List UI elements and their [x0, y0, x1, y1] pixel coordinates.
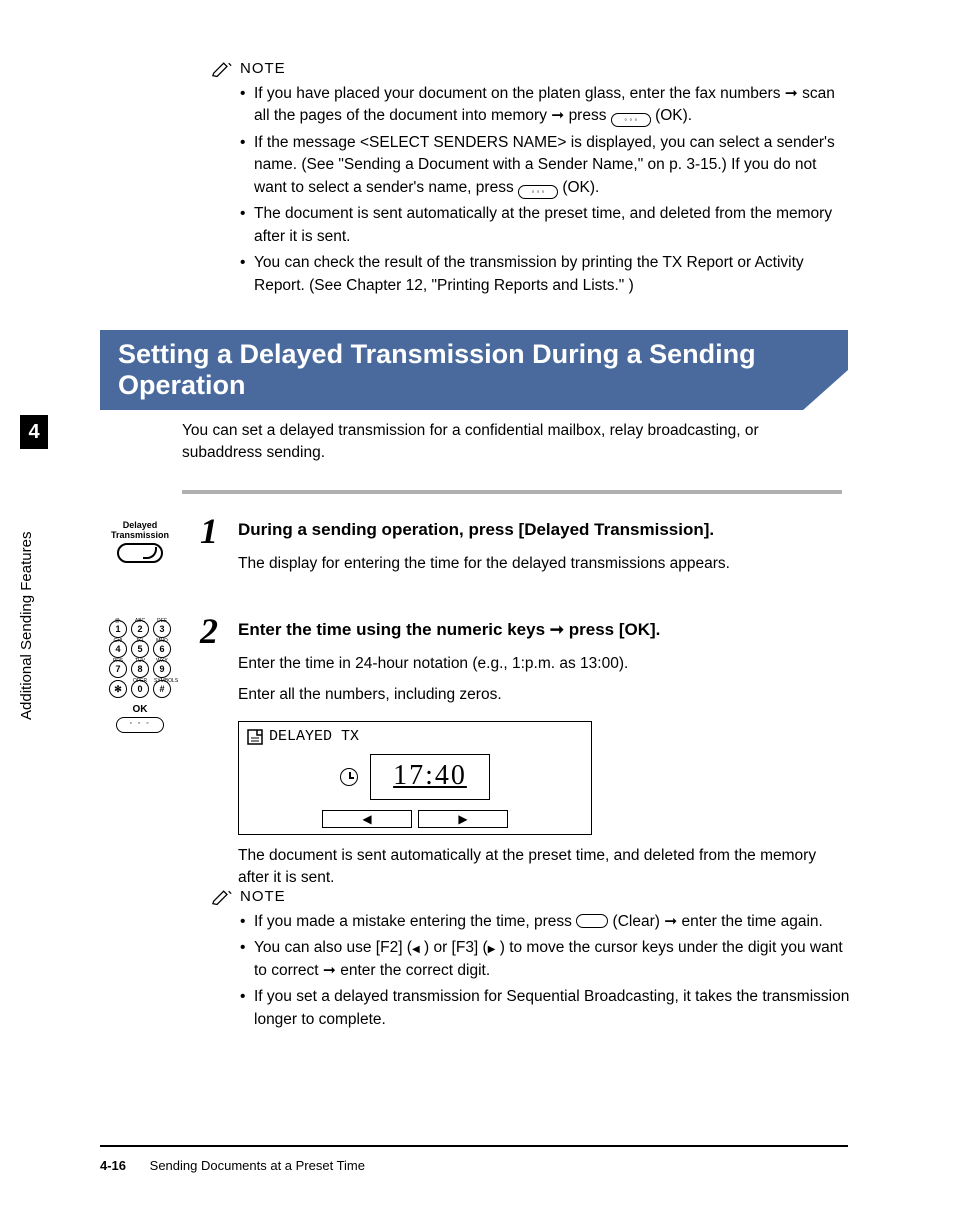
banner-line1: Setting a Delayed Transmission During a …: [118, 339, 830, 370]
keypad-key: SYMBOLS#: [153, 680, 171, 698]
banner-line2: Operation: [118, 370, 830, 401]
delayed-transmission-key-graphic: Delayed Transmission: [100, 520, 180, 563]
step-number: 2: [200, 610, 218, 652]
after-lcd-text: The document is sent automatically at th…: [238, 845, 838, 888]
chapter-tab: 4: [20, 415, 48, 449]
numeric-keypad-graphic: @.1 ABC2 DEF3 GHI4 JKL5 MNO6 PRS7 TUV8 W…: [102, 620, 178, 733]
keypad-key: PRS7: [109, 660, 127, 678]
bullet-item: You can also use [F2] ( ) or [F3] ( ) to…: [240, 937, 852, 982]
lcd-time-value: 17:40: [370, 754, 490, 800]
footer-rule: [100, 1145, 848, 1147]
keypad-key: ✻: [109, 680, 127, 698]
bullet-item: If the message <SELECT SENDERS NAME> is …: [240, 132, 850, 199]
lcd-display: DELAYED TX 17:40 ◀ ▶: [238, 721, 592, 836]
step-title: Enter the time using the numeric keys ➞ …: [238, 620, 660, 640]
top-bullet-list: If you have placed your document on the …: [240, 83, 850, 297]
separator-line: [182, 490, 842, 494]
lcd-title: DELAYED TX: [269, 726, 359, 749]
nav-left-button: ◀: [322, 810, 412, 828]
note-label: NOTE: [240, 60, 286, 77]
note-header: NOTE: [212, 60, 850, 77]
bottom-note-block: NOTE If you made a mistake entering the …: [212, 888, 852, 1035]
pencil-icon: [212, 889, 232, 905]
footer: 4-16 Sending Documents at a Preset Time: [100, 1158, 365, 1173]
bullet-item: You can check the result of the transmis…: [240, 252, 850, 297]
note-header: NOTE: [212, 888, 852, 905]
footer-title: Sending Documents at a Preset Time: [150, 1158, 365, 1173]
lcd-nav-row: ◀ ▶: [239, 806, 591, 834]
clock-icon: [340, 768, 358, 786]
document-icon: [247, 729, 263, 745]
triangle-right-icon: [488, 939, 496, 956]
ok-key-icon: ◦ ◦ ◦: [518, 185, 558, 199]
page-number: 4-16: [100, 1158, 126, 1173]
bullet-item: If you made a mistake entering the time,…: [240, 911, 852, 933]
bullet-item: If you set a delayed transmission for Se…: [240, 986, 852, 1031]
triangle-left-icon: [412, 939, 420, 956]
intro-text: You can set a delayed transmission for a…: [182, 420, 842, 463]
key-oval-icon: [117, 543, 163, 563]
side-label: Additional Sending Features: [18, 532, 35, 720]
keypad-ok-label: OK: [102, 704, 178, 715]
bottom-bullet-list: If you made a mistake entering the time,…: [240, 911, 852, 1031]
step-title: During a sending operation, press [Delay…: [238, 520, 714, 540]
section-banner: Setting a Delayed Transmission During a …: [100, 330, 848, 410]
keypad-key: OPER0: [131, 680, 149, 698]
bullet-item: If you have placed your document on the …: [240, 83, 850, 128]
keypad-ok-icon: [116, 717, 164, 733]
step-number: 1: [200, 510, 218, 552]
ok-key-icon: ◦ ◦ ◦: [611, 113, 651, 127]
clear-key-icon: [576, 914, 608, 928]
lcd-time-row: 17:40: [239, 752, 591, 806]
note-label: NOTE: [240, 888, 286, 905]
pencil-icon: [212, 61, 232, 77]
step-body: The display for entering the time for th…: [238, 552, 838, 575]
bullet-item: The document is sent automatically at th…: [240, 203, 850, 248]
banner-bg: Setting a Delayed Transmission During a …: [100, 330, 848, 410]
nav-right-button: ▶: [418, 810, 508, 828]
step-body: Enter the time in 24-hour notation (e.g.…: [238, 652, 838, 888]
top-note-block: NOTE If you have placed your document on…: [100, 60, 850, 301]
lcd-header: DELAYED TX: [239, 722, 591, 753]
